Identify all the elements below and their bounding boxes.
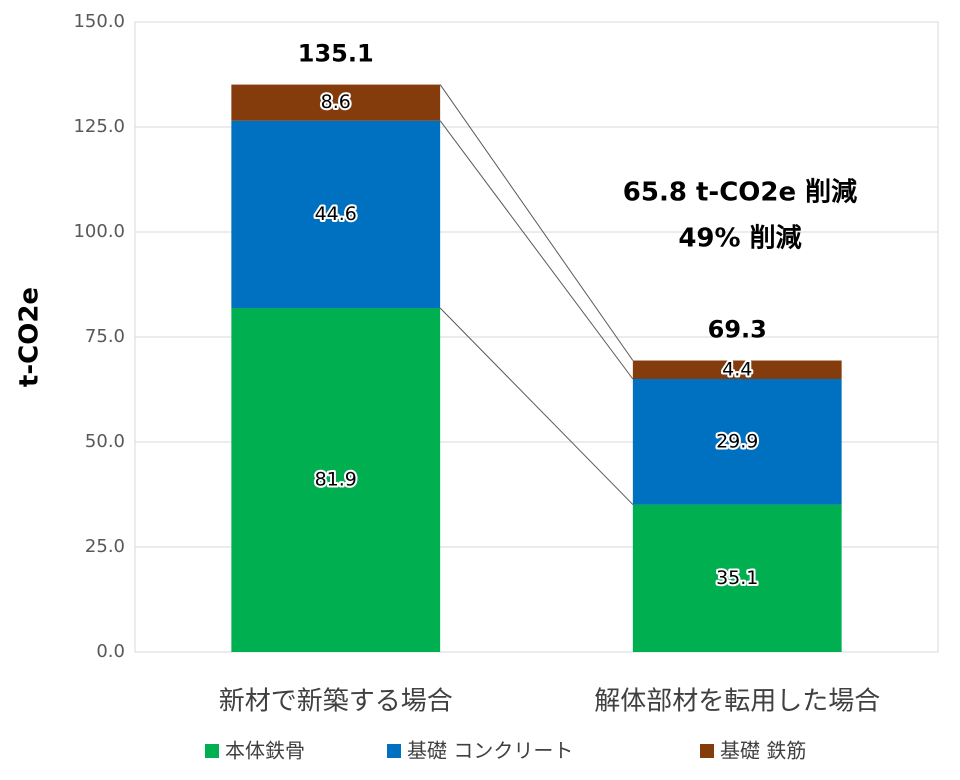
connector-line (439, 120, 634, 380)
annotation: 65.8 t-CO2e 削減 (623, 178, 857, 208)
annotation: 49% 削減 (678, 224, 801, 254)
bar-segment (231, 308, 441, 652)
data-label: 4.4 (722, 358, 752, 380)
connector-line (439, 307, 634, 505)
total-label: 69.3 (708, 316, 767, 344)
bar-segment (231, 84, 441, 121)
data-label: 8.6 (321, 91, 351, 113)
bar-segment (632, 360, 842, 379)
x-tick-label: 解体部材を転用した場合 (594, 687, 880, 717)
y-tick-label: 125.0 (73, 116, 125, 137)
legend-label: 基礎 鉄筋 (720, 739, 806, 763)
y-tick-label: 0.0 (96, 641, 125, 662)
legend-swatch (205, 744, 219, 758)
legend-label: 基礎 コンクリート (407, 739, 573, 763)
y-tick-label: 150.0 (73, 11, 125, 32)
data-label: 29.9 (716, 430, 758, 452)
plot-border (134, 21, 939, 653)
bar-segment (632, 379, 842, 505)
data-label: 81.9 (315, 469, 357, 491)
data-label: 44.6 (315, 203, 357, 225)
legend-label: 本体鉄骨 (225, 739, 305, 763)
y-axis-label: t-CO2e (15, 287, 45, 387)
y-tick-label: 75.0 (85, 326, 125, 347)
bar-segment (632, 504, 842, 652)
connector-line (439, 84, 634, 361)
y-tick-label: 100.0 (73, 221, 125, 242)
x-tick-label: 新材で新築する場合 (219, 687, 453, 717)
y-tick-label: 25.0 (85, 536, 125, 557)
data-label: 35.1 (716, 567, 758, 589)
bar-segment (231, 120, 441, 309)
legend-swatch (387, 744, 401, 758)
total-label: 135.1 (298, 40, 374, 68)
legend-swatch (700, 744, 714, 758)
y-tick-label: 50.0 (85, 431, 125, 452)
